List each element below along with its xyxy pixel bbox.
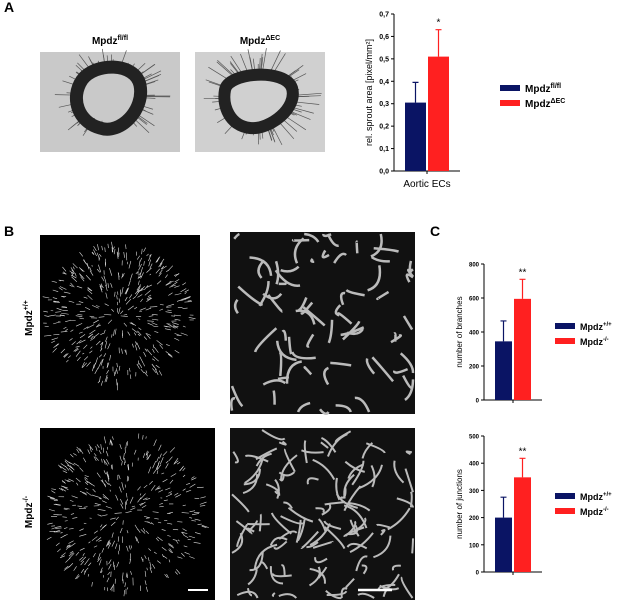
y-tick-label: 400 [469,331,480,337]
retina-image [40,235,200,400]
y-tick-label: 0,0 [379,169,389,176]
image-label: MpdzΔEC [240,35,280,47]
bar [514,299,531,400]
vessel [411,492,412,508]
legend-sup: +/+ [603,492,612,498]
image-label: Mpdzfl/fl [92,35,128,47]
panel-letter: B [4,223,14,239]
legend-name: Mpdz [580,507,603,517]
significance: ** [519,267,527,278]
y-tick-label: 600 [469,297,480,303]
y-tick-label: 200 [469,365,480,371]
legend-sup: -/- [603,337,609,343]
legend-swatch [500,85,520,91]
legend-sup: ΔEC [551,98,566,105]
legend-label: Mpdzfl/fl [525,83,561,95]
y-tick-label: 0 [476,399,480,405]
y-tick-label: 200 [469,516,480,522]
legend-label: Mpdz+/+ [580,492,612,502]
legend-label: Mpdz-/- [580,507,609,517]
y-tick-label: 0,5 [379,56,389,63]
error-bar [520,458,526,477]
y-axis-label: rel. sprout area [pixel/mm²] [364,39,374,146]
y-tick-label: 100 [469,543,480,549]
aortic-ring-image [40,49,180,152]
legend-swatch [555,493,575,499]
significance: * [437,18,441,29]
legend-name: Mpdz [580,337,603,347]
vessel [357,242,358,254]
legend-name: Mpdz [580,322,603,332]
error-bar [413,82,419,102]
legend-swatch [555,338,575,344]
y-tick-label: 0,3 [379,101,389,108]
image-label: Mpdz-/- [23,495,35,528]
error-bar [501,321,507,341]
panel-letter: C [430,223,440,239]
y-axis-label: number of branches [455,296,464,367]
legend-label: MpdzΔEC [525,98,565,110]
bar [405,103,426,171]
vessel [274,391,275,405]
x-tick-label: Aortic ECs [403,179,450,190]
image-label: Mpdz+/+ [23,300,35,336]
y-tick-label: 0 [476,571,480,577]
error-bar [520,279,526,299]
error-bar [436,30,442,57]
legend-sup: fl/fl [551,83,562,90]
legend-label: Mpdz-/- [580,337,609,347]
vessel [280,352,281,376]
bar [428,57,449,171]
legend-sup: -/- [603,507,609,513]
legend-label: Mpdz+/+ [580,322,612,332]
vessel [278,377,289,379]
aortic-ring-image [195,48,325,152]
legend-swatch [500,100,520,106]
significance: ** [519,446,527,457]
vessel-image [230,428,415,600]
y-tick-label: 400 [469,462,480,468]
y-tick-label: 0,7 [379,12,389,19]
vessel [260,514,261,531]
y-tick-label: 0,2 [379,124,389,131]
bar [514,477,531,572]
bar [495,341,512,400]
legend-name: Mpdz [580,492,603,502]
y-tick-label: 0,6 [379,34,389,41]
panel-letter: A [4,0,14,15]
bar [495,518,512,572]
vessel [412,538,413,553]
y-tick-label: 500 [469,435,480,441]
y-tick-label: 300 [469,489,480,495]
vessel-image [230,232,415,414]
legend-name: Mpdz [525,99,551,110]
y-axis-label: number of junctions [455,469,464,539]
retina-image [40,428,215,600]
legend-sup: +/+ [603,322,612,328]
y-tick-label: 800 [469,263,480,269]
legend-swatch [555,323,575,329]
error-bar [501,497,507,517]
y-tick-label: 0,4 [379,79,389,86]
legend-swatch [555,508,575,514]
y-tick-label: 0,1 [379,146,389,153]
legend-name: Mpdz [525,84,551,95]
